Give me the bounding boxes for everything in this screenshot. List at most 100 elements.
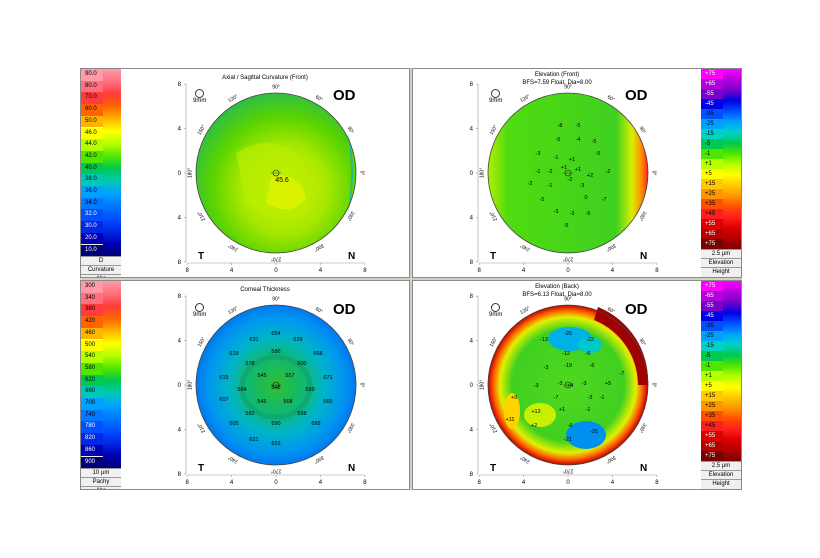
map-value: -1: [548, 183, 553, 189]
scale-value: -15: [701, 129, 723, 139]
map-value: -3: [536, 151, 541, 157]
x-tick-label: 0: [274, 480, 278, 486]
degree-label: 60°: [314, 94, 324, 103]
x-tick-label: 8: [363, 480, 367, 486]
map-value: +1: [559, 407, 565, 413]
magnifier-icon: [491, 89, 501, 98]
x-tick-label: 8: [185, 480, 189, 486]
y-tick-label: 4: [470, 127, 474, 133]
y-tick-label: 4: [178, 215, 182, 221]
elevation-front-map: -8 -5-5 -4 -5-3-1 +1-5-1 -2+1 +1+2-2-2 -1-2-3-5…: [470, 82, 660, 274]
scale-value: -1: [701, 149, 723, 159]
map-value: 584: [237, 387, 246, 393]
scale-value: 36.0: [81, 186, 103, 198]
center-value: 45.6: [275, 177, 289, 184]
degree-label: 90°: [564, 84, 572, 90]
color-scale-pachymetry[interactable]: 300 340 380 420 460 500 540 580 620 660 700 740 780 8…: [81, 281, 121, 489]
x-tick-label: 4: [230, 480, 234, 486]
scale-value: +65: [701, 229, 723, 239]
map-value: 582: [245, 411, 254, 417]
map-value: -7: [554, 395, 559, 401]
scale-value: +75: [701, 451, 723, 461]
scale-value: +55: [701, 219, 723, 229]
zoom-control[interactable]: 9mm: [193, 89, 206, 104]
scale-value: -45: [701, 99, 723, 109]
degree-label: 60°: [606, 94, 616, 103]
scale-value: -5: [701, 351, 723, 361]
degree-label: 30°: [346, 337, 355, 347]
degree-label: 330°: [345, 210, 355, 222]
scale-value: +1: [701, 371, 723, 381]
x-tick-label: 8: [477, 268, 481, 274]
x-tick-label: 4: [522, 268, 526, 274]
pentacam-four-map-window: 90.0 80.0 70.0 60.0 50.0 46.0 44.0 42.0 40.0 38.0…: [80, 68, 742, 490]
map-value: -21: [564, 437, 572, 443]
map-value: +4: [567, 383, 573, 389]
scale-footer-label: Height: [701, 479, 741, 488]
map-value: 557: [285, 373, 294, 379]
y-tick-label: 8: [178, 294, 182, 300]
color-scale-elevation-back[interactable]: +75 -65 -55 -45 -35 -25 -15 -5 -1 +1 +5 +15 +25 +35 +4…: [701, 281, 741, 489]
scale-footer-label: Elevation: [701, 258, 741, 267]
scale-value: 70.0: [81, 92, 103, 105]
map-value: -2: [568, 177, 573, 183]
degree-label: 270°: [271, 468, 281, 474]
zoom-control[interactable]: 9mm: [489, 89, 502, 104]
scale-color-bar: [103, 281, 121, 469]
degree-label: 0°: [359, 171, 365, 176]
y-tick-label: 0: [470, 383, 474, 389]
zoom-label: 9mm: [489, 98, 503, 104]
degree-label: 240°: [519, 242, 531, 252]
color-scale-curvature[interactable]: 90.0 80.0 70.0 60.0 50.0 46.0 44.0 42.0 40.0 38.0…: [81, 69, 121, 277]
eye-label: OD: [625, 87, 648, 104]
panel-elevation-back[interactable]: +75 -65 -55 -45 -35 -25 -15 -5 -1 +1 +5 +15 +25 +35 +4…: [412, 280, 742, 490]
map-value: -2: [548, 169, 553, 175]
scale-value: 460: [81, 327, 103, 340]
scale-value: 380: [81, 304, 103, 317]
scale-footer-label: 10 µm: [81, 468, 121, 478]
map-value: 599: [305, 387, 314, 393]
temporal-label: T: [198, 251, 204, 262]
scale-footer-label: D: [81, 256, 121, 266]
x-tick-label: 8: [655, 268, 659, 274]
map-value: -5: [586, 211, 591, 217]
panel-elevation-front[interactable]: +75 +65 -55 -45 -35 -25 -15 -5 -1 +1 +5 +15 +25 +35 +4…: [412, 68, 742, 278]
map-value: -1: [586, 407, 591, 413]
scale-value: 44.0: [81, 139, 103, 151]
x-tick-label: 4: [611, 268, 615, 274]
degree-label: 120°: [227, 306, 239, 316]
y-tick-label: 0: [178, 171, 182, 177]
map-value: -2: [606, 169, 611, 175]
degree-label: 180°: [479, 168, 485, 178]
scale-value: +45: [701, 421, 723, 431]
scale-value: 60.0: [81, 104, 103, 116]
color-scale-elevation-front[interactable]: +75 +65 -55 -45 -35 -25 -15 -5 -1 +1 +5 +15 +25 +35 +4…: [701, 69, 741, 277]
panel-corneal-thickness[interactable]: 300 340 380 420 460 500 540 580 620 660 700 740 780 8…: [80, 280, 410, 490]
map-value: 545: [257, 373, 266, 379]
scale-value: 620: [81, 374, 103, 387]
elevation-back-map: -26 -13 -22 -12 -6 -3 -19 -6 -7 -3 -3 +4 -3 +5 +9 -7 -3 -…: [470, 294, 660, 486]
scale-value: 38.0: [81, 174, 103, 186]
low-zone-top-right: [578, 337, 602, 353]
y-tick-label: 8: [470, 472, 474, 478]
scale-value: 46.0: [81, 127, 103, 140]
map-value: -5: [592, 139, 597, 145]
zoom-control[interactable]: 9mm: [193, 303, 206, 318]
panel-axial-curvature[interactable]: 90.0 80.0 70.0 60.0 50.0 46.0 44.0 42.0 40.0 38.0…: [80, 68, 410, 278]
map-value: 665: [311, 421, 320, 427]
x-tick-label: 4: [611, 480, 615, 486]
scale-value: -15: [701, 341, 723, 351]
scale-value: 900: [81, 456, 103, 469]
nasal-label: N: [348, 251, 355, 262]
x-tick-label: 8: [655, 480, 659, 486]
map-value: -8: [558, 123, 563, 129]
map-value: 621: [249, 437, 258, 443]
zoom-control[interactable]: 9mm: [489, 303, 502, 318]
y-tick-label: 4: [178, 127, 182, 133]
degree-label: 90°: [272, 296, 280, 302]
x-tick-label: 4: [319, 268, 323, 274]
x-tick-label: 0: [566, 268, 570, 274]
scale-value: +15: [701, 391, 723, 401]
